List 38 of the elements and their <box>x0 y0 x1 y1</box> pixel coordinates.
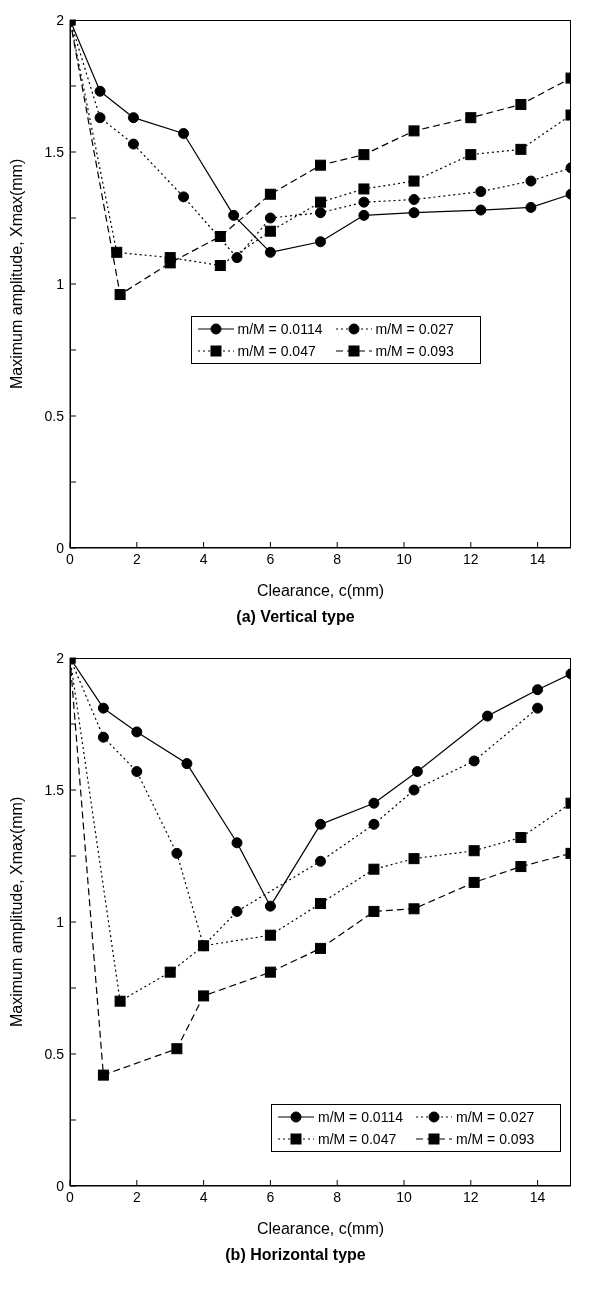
y-tick-label: 0.5 <box>44 407 65 424</box>
y-tick-label: 1.5 <box>44 143 65 160</box>
x-tick-label: 8 <box>333 1188 342 1205</box>
text: (b) Horizontal type <box>224 1246 367 1264</box>
y-tick-label: 0 <box>56 539 65 556</box>
x-tick-label: 4 <box>199 1188 208 1205</box>
y-tick-label: 2 <box>56 11 65 28</box>
x-tick-label: 6 <box>266 1188 275 1205</box>
x-tick-label: 8 <box>333 550 342 567</box>
y-tick-label: 1 <box>56 913 65 930</box>
x-tick-label: 4 <box>199 550 208 567</box>
y-tick-label: 0 <box>56 1177 65 1194</box>
legend-label: m/M = 0.047 <box>237 343 316 359</box>
legend-label: m/M = 0.027 <box>375 321 454 337</box>
y-tick-label: 1.5 <box>44 781 65 798</box>
legend-label: m/M = 0.093 <box>375 343 454 359</box>
x-tick-label: 2 <box>132 550 141 567</box>
y-axis-title: Maximum amplitude, Xmax(mm) <box>7 158 25 389</box>
legend-label: m/M = 0.0114 <box>237 321 323 337</box>
x-tick-label: 2 <box>132 1188 141 1205</box>
x-tick-label: 6 <box>266 550 275 567</box>
x-tick-label: 12 <box>463 1188 479 1205</box>
x-tick-label: 10 <box>396 550 412 567</box>
x-tick-label: 10 <box>396 1188 412 1205</box>
y-tick-label: 2 <box>56 649 65 666</box>
legend-label: m/M = 0.0114 <box>318 1109 403 1125</box>
x-tick-label: 14 <box>529 1188 546 1205</box>
x-axis-title: Clearance, c(mm) <box>256 1220 385 1237</box>
legend-label: m/M = 0.047 <box>318 1131 397 1147</box>
x-tick-label: 14 <box>529 550 546 567</box>
legend-label: m/M = 0.027 <box>456 1109 535 1125</box>
legend-label: m/M = 0.093 <box>456 1131 535 1147</box>
x-axis-title: Clearance, c(mm) <box>256 582 385 599</box>
y-axis-title: Maximum amplitude, Xmax(mm) <box>7 796 25 1027</box>
text: (a) Vertical type <box>235 608 356 626</box>
y-tick-label: 0.5 <box>44 1045 65 1062</box>
y-tick-label: 1 <box>56 275 65 292</box>
x-tick-label: 12 <box>463 550 479 567</box>
